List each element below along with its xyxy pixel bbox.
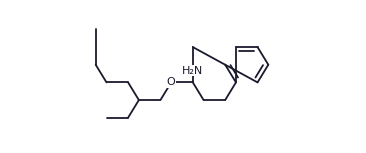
Text: H₂N: H₂N [182,66,203,76]
Text: O: O [167,77,176,87]
